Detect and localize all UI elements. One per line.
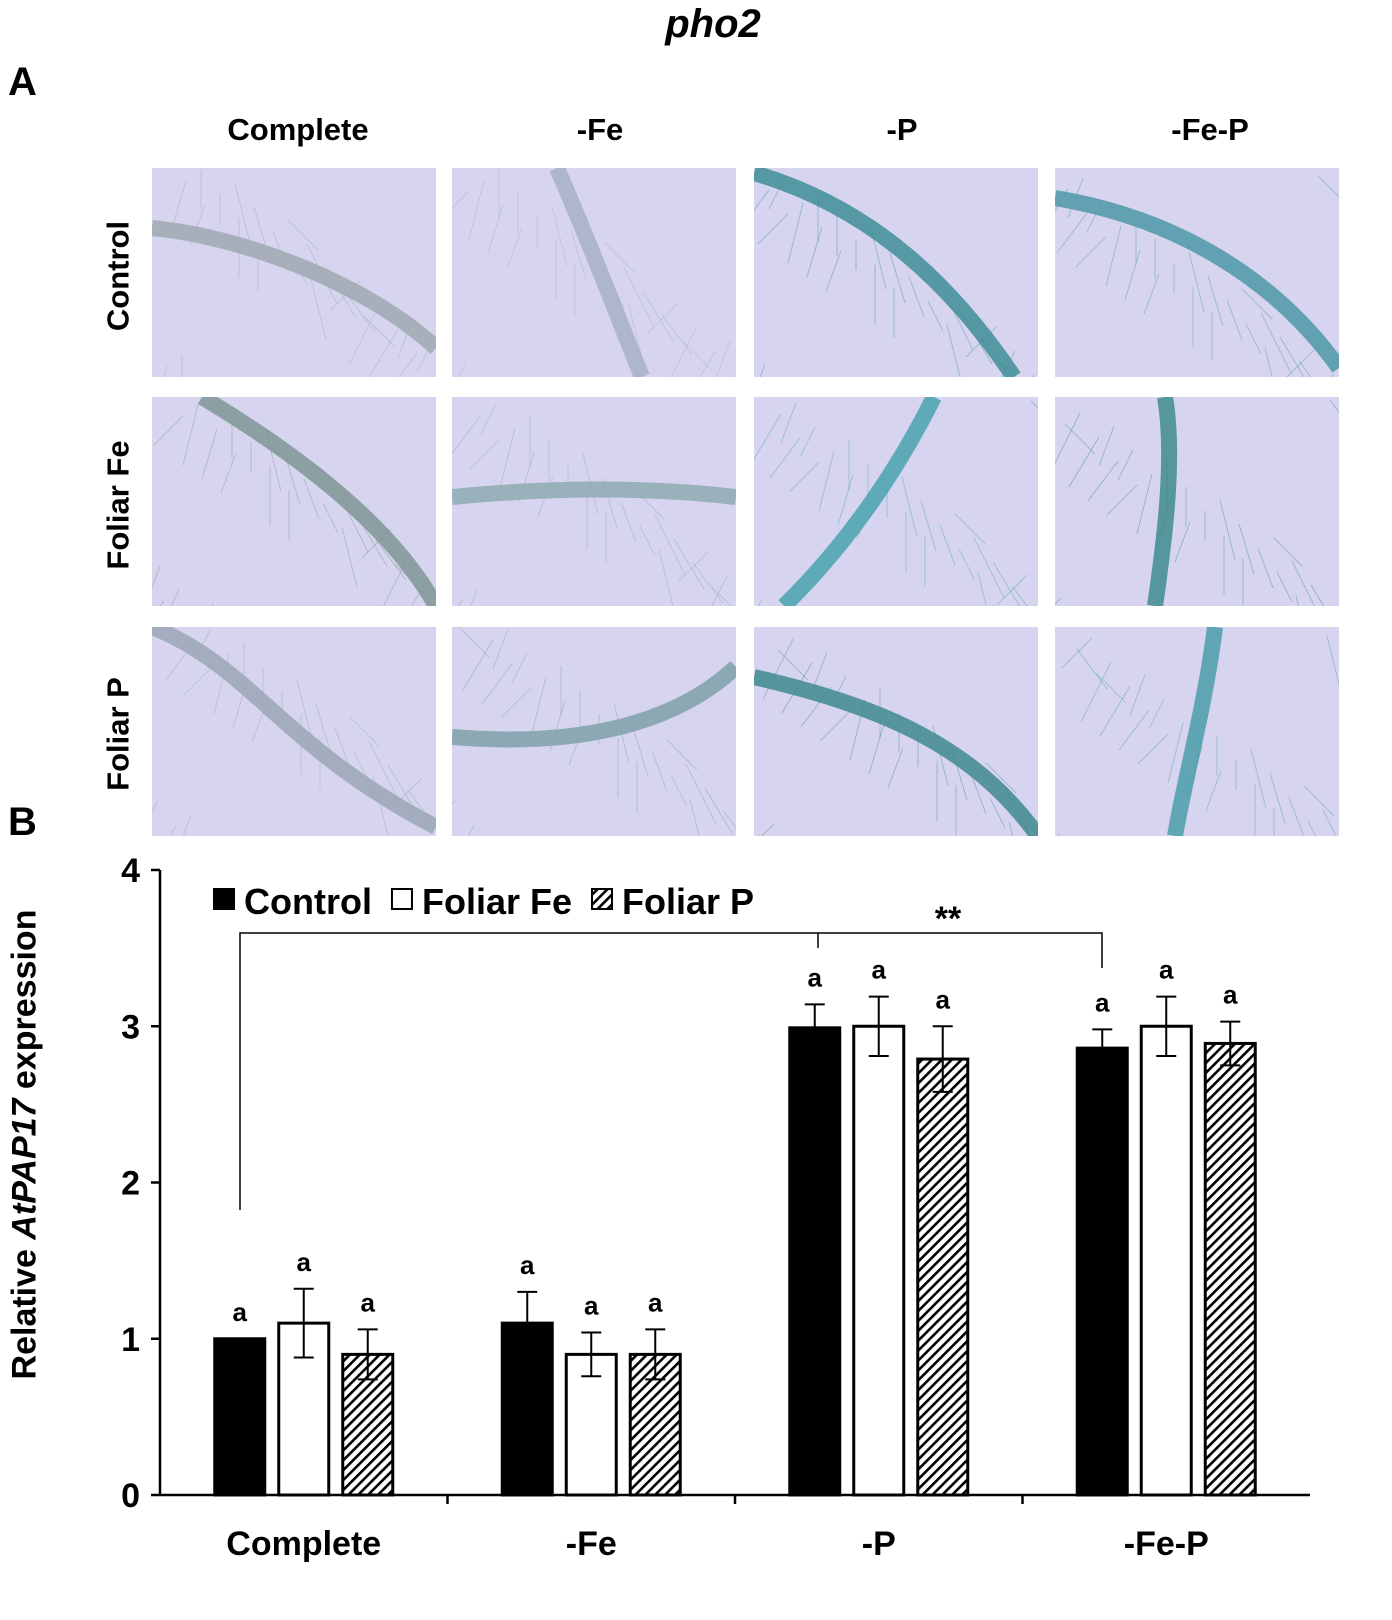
root-photo (452, 168, 736, 377)
bar-control (1075, 1046, 1129, 1497)
root (1055, 190, 1339, 373)
panel-a-label: A (8, 60, 37, 104)
bar-foliar-p (1203, 1041, 1257, 1497)
figure-title: pho2 (665, 2, 761, 46)
significance-letter: a (872, 955, 887, 985)
root-photo (152, 627, 436, 836)
bar-foliar-fe (1139, 1024, 1193, 1497)
legend-label: Foliar P (622, 881, 754, 922)
legend-swatch (591, 888, 613, 910)
root-photo (1055, 397, 1339, 606)
x-tick-label: -P (862, 1525, 896, 1563)
root (152, 627, 436, 835)
legend-label: Control (244, 881, 372, 922)
root-photo (152, 168, 436, 377)
root-photo (754, 168, 1038, 377)
bar-control (788, 1026, 842, 1497)
root (197, 397, 436, 606)
legend-label: Foliar Fe (422, 881, 572, 922)
column-header-minus-fe-p: -Fe-P (1171, 112, 1249, 147)
significance-letter: a (1159, 955, 1174, 985)
significance-letter: a (1095, 987, 1110, 1017)
root (754, 168, 1021, 377)
y-tick-label: 0 (121, 1477, 140, 1515)
root (1167, 627, 1223, 836)
root (754, 669, 1038, 836)
legend-swatch (390, 888, 413, 910)
root (778, 397, 942, 606)
bar-foliar-p (916, 1057, 970, 1497)
y-tick-label: 4 (121, 852, 140, 890)
y-tick-label: 1 (121, 1321, 140, 1359)
significance-letter: a (233, 1297, 248, 1327)
root (1147, 397, 1178, 606)
y-tick-label: 2 (121, 1165, 140, 1203)
significance-stars: ** (935, 900, 962, 938)
root-photo (754, 397, 1038, 606)
x-tick-label: -Fe (566, 1525, 617, 1563)
significance-letter: a (1223, 980, 1238, 1010)
y-tick-label: 3 (121, 1008, 140, 1046)
significance-letter: a (361, 1287, 376, 1317)
root (452, 661, 736, 748)
legend-swatch (213, 888, 235, 910)
x-tick-label: Complete (226, 1525, 381, 1563)
bar-control (213, 1337, 267, 1497)
root (152, 220, 436, 354)
root (549, 168, 650, 377)
significance-letter: a (808, 962, 823, 992)
panel-b-label: B (8, 800, 37, 844)
root-photo (452, 627, 736, 836)
significance-letter: a (936, 984, 951, 1014)
x-tick-label: -Fe-P (1124, 1525, 1209, 1563)
root (452, 481, 736, 505)
root-photo (1055, 168, 1339, 377)
column-header-minus-p: -P (886, 112, 918, 147)
root-photo (1055, 627, 1339, 836)
significance-letter: a (584, 1291, 599, 1321)
significance-bracket (239, 932, 1103, 1210)
bar-foliar-fe (852, 1024, 906, 1497)
significance-letter: a (648, 1287, 663, 1317)
significance-letter: a (520, 1250, 535, 1280)
column-header-complete: Complete (227, 112, 369, 147)
root-photo (452, 397, 736, 606)
column-header-minus-fe: -Fe (576, 112, 624, 147)
significance-letter: a (297, 1247, 312, 1277)
root-photo (754, 627, 1038, 836)
root-photo (152, 397, 436, 606)
